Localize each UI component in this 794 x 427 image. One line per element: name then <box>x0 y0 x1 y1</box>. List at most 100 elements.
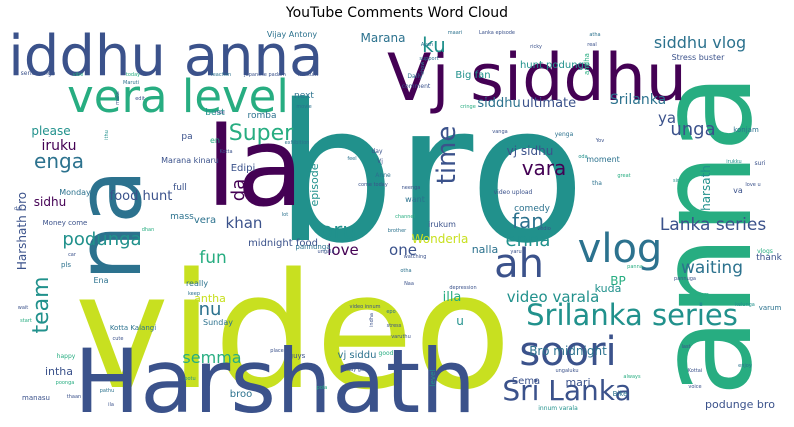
word-super: Super <box>229 121 294 146</box>
word-video-upload: video upload <box>494 189 533 196</box>
word-japanese-padam: Japanese padam <box>243 72 286 78</box>
word-moment: moment <box>586 155 620 164</box>
word-en: en <box>210 136 220 145</box>
word-poonga: poonga <box>56 380 75 386</box>
word-sunday: Sunday <box>203 318 233 327</box>
word-really: really <box>186 279 208 288</box>
word-ku: ku <box>422 33 446 57</box>
word-vj-siddhu: Vj siddhu <box>387 41 687 116</box>
word-channel: channel <box>395 214 415 220</box>
word-u: u <box>456 314 464 328</box>
word-ah: ah <box>494 241 544 287</box>
word-srilanka-series: Srilanka series <box>526 298 738 332</box>
word-marana: Marana <box>361 31 406 45</box>
word-vanga: vanga <box>492 129 507 135</box>
word-khan: khan <box>226 214 263 232</box>
word-last: last <box>681 344 690 350</box>
word-next: next <box>294 91 314 101</box>
word-ithu: ithu <box>104 130 110 140</box>
word-ya: ya <box>658 109 676 127</box>
word-team: team <box>29 276 54 333</box>
word-siddhu-anna: Siddhu anna <box>10 30 323 89</box>
word-place: place <box>270 348 283 354</box>
word-epo: epo <box>386 309 395 315</box>
word-mass: mass <box>170 212 194 222</box>
word-cute: cute <box>113 336 124 342</box>
word-support: support <box>419 56 438 62</box>
word-pannunga: pannunga <box>295 243 330 251</box>
word-depression: depression <box>449 285 476 291</box>
word-vibe: vibe <box>73 72 84 78</box>
word-comment: comment <box>402 83 431 90</box>
word-love-u: love u <box>745 182 760 188</box>
word-tha: tha <box>592 180 602 187</box>
word-mari: mari <box>565 376 590 389</box>
word-stress: stress <box>387 323 402 329</box>
word-innum-varala: innum varala <box>538 405 578 412</box>
word-comedy: comedy <box>514 204 550 214</box>
word-srilanka: Srilanka <box>610 92 666 108</box>
word-vedio: vedio <box>537 226 551 232</box>
word-sri-lanka: Sri Lanka <box>502 374 631 407</box>
word-atha: atha <box>589 32 600 38</box>
word-da: da <box>228 179 249 201</box>
word-monday: Monday <box>59 188 91 197</box>
word-varum: varum <box>759 304 782 312</box>
word-harsath: harsath <box>699 165 713 211</box>
word-suri: suri <box>754 160 765 167</box>
word-enna: enna <box>506 230 551 251</box>
word-andha: andha <box>583 53 591 75</box>
word-bp: BP <box>610 274 625 288</box>
word-dai: dai <box>14 206 22 212</box>
word-ride: ride <box>215 110 225 116</box>
word-voice: voice <box>688 384 701 390</box>
word-irukku: irukku <box>726 159 741 165</box>
word-vj: Vj <box>377 158 383 165</box>
word-pannuga: pannuga <box>674 276 696 282</box>
word-vj-siddu: vj siddu <box>338 350 377 361</box>
word-enga: enga <box>34 149 84 173</box>
word-manasu: manasu <box>22 394 50 402</box>
word-pola: pola <box>317 385 328 391</box>
word-cringe: cringe <box>460 104 476 110</box>
word-va: va <box>733 186 743 195</box>
word-vera: vera <box>194 215 216 226</box>
word-kelunga: kelunga <box>735 302 755 308</box>
word-vlogs: vlogs <box>757 248 773 255</box>
word-daily: Daily <box>407 73 423 80</box>
word-edipi: Edipi <box>231 163 256 174</box>
word-stress-buster: Stress buster <box>672 53 726 62</box>
word-video-varala: video varala <box>507 288 600 306</box>
word-ungala: ungala <box>317 249 334 255</box>
word-wait: wait <box>18 305 29 311</box>
word-antha: antha <box>194 292 226 305</box>
word-real: real <box>587 42 596 48</box>
word-ungaluku: ungaluku <box>555 368 578 374</box>
word-panna: panna <box>627 264 643 270</box>
word-pathu: pathu <box>100 388 115 394</box>
word-neenga: neenga <box>402 185 421 191</box>
word-avan: Avan <box>421 42 433 48</box>
word-podunge-bro: podunge bro <box>705 398 775 411</box>
word-good: good <box>379 350 394 357</box>
word-ultimate: ultimate <box>522 96 576 111</box>
word-sir: sir <box>673 178 680 184</box>
word-oda: oda <box>578 154 587 160</box>
word-kotta-kalangi: Kotta Kalangi <box>110 324 156 332</box>
word-pa: pa <box>181 132 192 142</box>
word-indha: indha <box>369 313 375 327</box>
word-food-hunt: food hunt <box>110 189 173 204</box>
word-sema: Sema <box>512 376 540 387</box>
word-vlog: vlog <box>578 226 663 272</box>
word-ena: Ena <box>93 276 108 285</box>
word-podunga: podunga <box>62 229 141 250</box>
word-nu: nu <box>199 299 222 320</box>
word-anne: Anne <box>375 172 391 179</box>
word-today: today <box>126 72 140 78</box>
word-irukum: irukum <box>428 220 456 229</box>
word-brother: brother <box>388 228 407 234</box>
word-romba: romba <box>247 111 276 121</box>
word-waiting: waiting <box>681 258 743 278</box>
word-enjoy: enjoy <box>738 363 752 369</box>
word-pls: pls <box>61 261 71 269</box>
